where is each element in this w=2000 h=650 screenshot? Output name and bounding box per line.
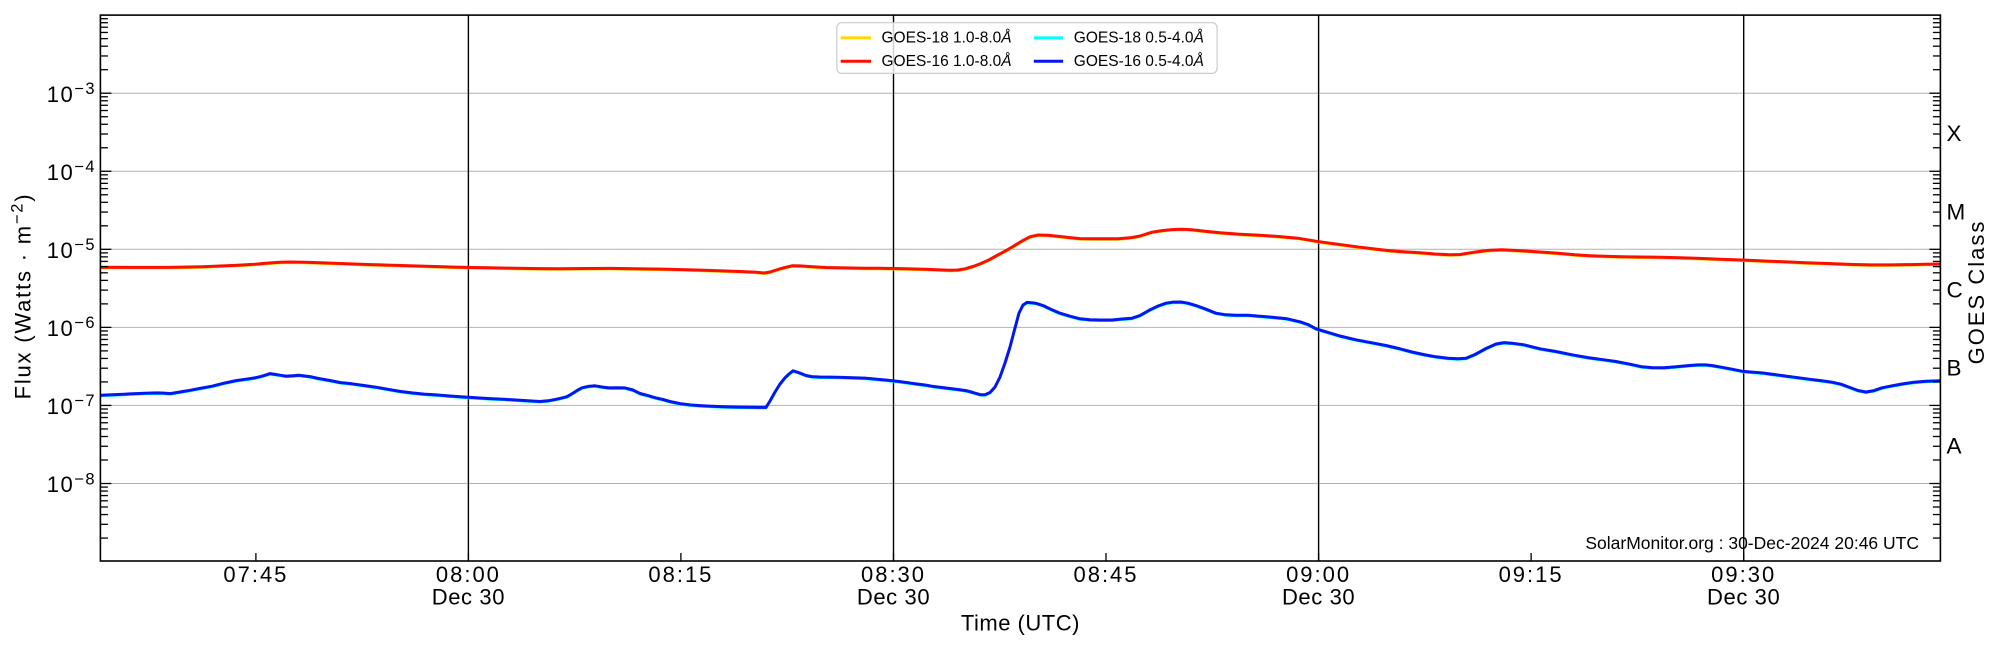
svg-text:Dec 30: Dec 30 bbox=[857, 585, 930, 610]
svg-text:08:30: 08:30 bbox=[861, 562, 926, 587]
svg-text:08:00: 08:00 bbox=[436, 562, 501, 587]
svg-text:Time (UTC): Time (UTC) bbox=[961, 611, 1080, 636]
svg-text:B: B bbox=[1947, 356, 1962, 381]
svg-text:Dec 30: Dec 30 bbox=[1282, 585, 1355, 610]
svg-text:10−8: 10−8 bbox=[47, 470, 96, 497]
svg-text:SolarMonitor.org : 30-Dec-2024: SolarMonitor.org : 30-Dec-2024 20:46 UTC bbox=[1585, 533, 1919, 553]
svg-text:09:30: 09:30 bbox=[1711, 562, 1776, 587]
svg-text:GOES-18 0.5-4.0Å: GOES-18 0.5-4.0Å bbox=[1074, 30, 1204, 47]
svg-text:Dec 30: Dec 30 bbox=[432, 585, 505, 610]
svg-text:09:00: 09:00 bbox=[1286, 562, 1351, 587]
svg-text:X: X bbox=[1947, 121, 1962, 146]
svg-text:09:15: 09:15 bbox=[1499, 562, 1564, 587]
svg-text:07:45: 07:45 bbox=[223, 562, 288, 587]
svg-text:A: A bbox=[1947, 434, 1962, 459]
svg-text:M: M bbox=[1947, 200, 1966, 225]
svg-text:Flux (Watts · m−2): Flux (Watts · m−2) bbox=[9, 193, 36, 400]
svg-text:08:45: 08:45 bbox=[1073, 562, 1138, 587]
svg-text:GOES-16 0.5-4.0Å: GOES-16 0.5-4.0Å bbox=[1074, 53, 1204, 70]
svg-text:GOES Class: GOES Class bbox=[1964, 220, 1989, 365]
svg-text:08:15: 08:15 bbox=[648, 562, 713, 587]
svg-text:Dec 30: Dec 30 bbox=[1707, 585, 1780, 610]
svg-text:GOES-18 1.0-8.0Å: GOES-18 1.0-8.0Å bbox=[882, 30, 1012, 47]
svg-text:10−3: 10−3 bbox=[47, 80, 96, 107]
svg-text:GOES-16 1.0-8.0Å: GOES-16 1.0-8.0Å bbox=[882, 53, 1012, 70]
svg-text:C: C bbox=[1947, 278, 1963, 303]
